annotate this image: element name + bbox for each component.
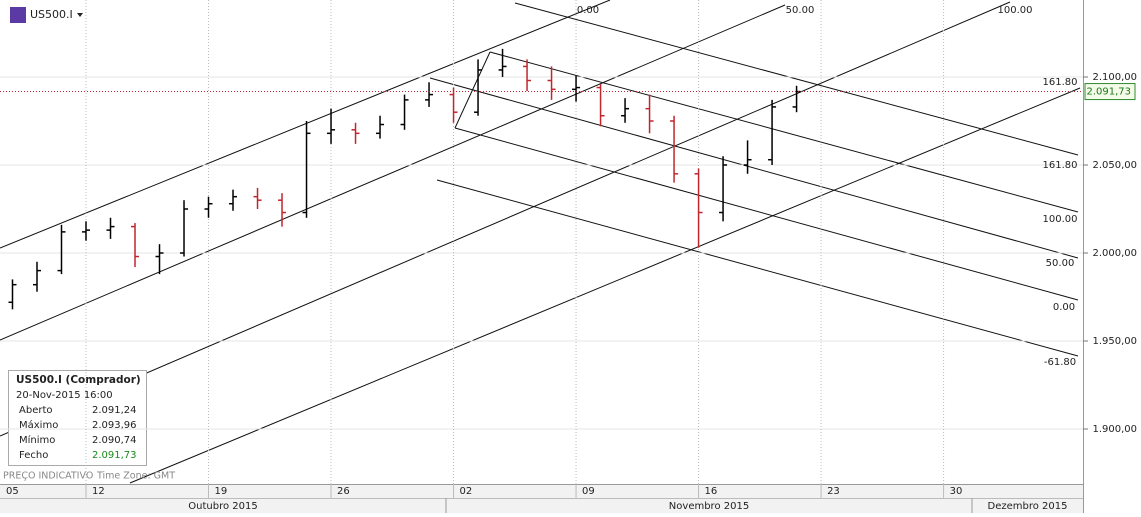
symbol-name[interactable]: US500.I xyxy=(30,8,73,21)
info-date: 20-Nov-2015 16:00 xyxy=(16,390,113,401)
level-label: 0.00 xyxy=(1053,302,1075,313)
channel-line xyxy=(0,1,1011,437)
y-tick-label: 2.100,00 xyxy=(1092,72,1137,83)
level-label: -61.80 xyxy=(1044,357,1076,368)
month-label: Novembro 2015 xyxy=(669,501,749,512)
current-price-label: 2.091,73 xyxy=(1086,87,1131,98)
level-label: 100.00 xyxy=(1043,214,1078,225)
info-key: Aberto xyxy=(19,405,53,416)
month-label: Dezembro 2015 xyxy=(988,501,1068,512)
info-value: 2.090,74 xyxy=(92,435,137,446)
channel-line xyxy=(489,51,1079,213)
x-tick-label: 12 xyxy=(92,486,105,497)
channel-line xyxy=(0,4,786,341)
x-tick-label: 26 xyxy=(337,486,350,497)
y-tick-label: 1.900,00 xyxy=(1092,424,1137,435)
symbol-header: US500.I xyxy=(10,7,83,23)
info-box xyxy=(8,370,147,466)
channel-lines xyxy=(0,0,1081,484)
info-value: 2.093,96 xyxy=(92,420,137,431)
channel-line xyxy=(454,127,1079,301)
y-tick-label: 2.050,00 xyxy=(1092,160,1137,171)
info-key: Fecho xyxy=(19,450,48,461)
x-tick-label: 09 xyxy=(582,486,595,497)
info-value: 2.091,73 xyxy=(92,450,137,461)
info-title: US500.I (Comprador) xyxy=(16,374,141,386)
footer-note: PREÇO INDICATIVO xyxy=(3,471,93,482)
x-tick-label: 19 xyxy=(215,486,228,497)
x-tick-label: 16 xyxy=(705,486,718,497)
symbol-icon xyxy=(10,7,26,23)
channel-line xyxy=(129,87,1081,484)
dropdown-arrow[interactable] xyxy=(77,13,83,17)
info-key: Máximo xyxy=(19,419,58,431)
x-tick-label: 05 xyxy=(6,486,19,497)
current-price-box xyxy=(1084,83,1136,101)
footer-note: Time Zone: GMT xyxy=(96,471,175,482)
x-tick-label: 02 xyxy=(460,486,473,497)
channel-line xyxy=(429,77,1079,259)
x-tick-label: 30 xyxy=(950,486,963,497)
y-tick-label: 2.000,00 xyxy=(1092,248,1137,259)
level-label: 0.00 xyxy=(577,5,599,16)
info-key: Mínimo xyxy=(19,434,55,446)
channel-line xyxy=(436,179,1079,357)
level-label: 100.00 xyxy=(998,5,1033,16)
info-panel: US500.I (Comprador) 20-Nov-2015 16:00 Aber… xyxy=(8,370,147,466)
channel-line xyxy=(514,2,1079,156)
level-label: 161.80 xyxy=(1043,77,1078,88)
y-tick-label: 1.950,00 xyxy=(1092,336,1137,347)
channel-line xyxy=(0,0,611,249)
x-tick-label: 23 xyxy=(827,486,840,497)
pitchfork-handle xyxy=(454,51,491,129)
month-label: Outubro 2015 xyxy=(188,501,257,512)
level-label: 50.00 xyxy=(1046,258,1075,269)
level-label: 50.00 xyxy=(786,5,815,16)
level-label: 161.80 xyxy=(1043,160,1078,171)
info-value: 2.091,24 xyxy=(92,405,137,416)
